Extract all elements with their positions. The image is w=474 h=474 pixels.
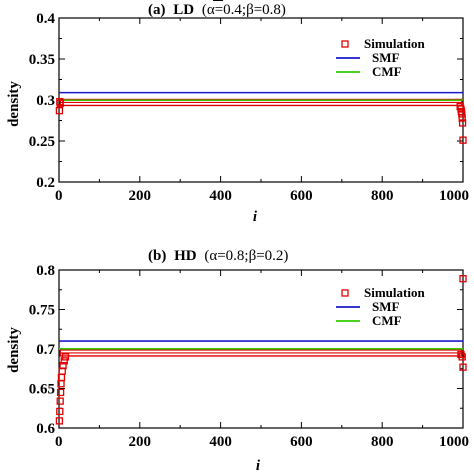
chart-b-xlabel: i [256, 458, 261, 474]
chart-b-legend-smf-label: SMF [372, 299, 400, 314]
chart-b-simulation-point [56, 388, 65, 397]
chart-a-title-phase: LD [173, 2, 194, 18]
chart-a-xtick-label: 400 [209, 188, 232, 204]
chart-a-ytick-label: 0.4 [36, 11, 55, 27]
chart-b-simulation-point [459, 363, 467, 371]
chart-b-legend-simulation-label: Simulation [364, 285, 425, 300]
chart-b-xtick-label: 200 [129, 434, 152, 450]
chart-b-ytick-label: 0.8 [36, 263, 55, 279]
chart-a-legend-smf-label: SMF [372, 50, 400, 65]
chart-b-simulation-point [60, 357, 68, 365]
chart-a-legend-simulation-label: Simulation [364, 36, 425, 51]
chart-b-legend-cmf-label: CMF [372, 313, 402, 328]
chart-a-xtick-label: 800 [371, 188, 394, 204]
chart-b-title: (b) HD (α=0.8;β=0.2) [148, 248, 288, 264]
chart-b-simulation-point [56, 397, 64, 405]
chart-b-xtick-label: 800 [371, 434, 394, 450]
chart-a-simulation-point [458, 110, 466, 118]
chart-a-legend-cmf-label: CMF [372, 64, 402, 79]
chart-a-ylabel: density [6, 81, 22, 127]
chart-a-ytick-label: 0.2 [36, 175, 55, 191]
chart-a-ytick-label: 0.35 [29, 52, 55, 68]
chart-a-simulation-point [55, 107, 64, 115]
chart-panel-a: (a) LD (α=0.4;β=0.8) density i 0.2 0.25 0.… [6, 0, 469, 225]
chart-b-ytick-label: 0.7 [36, 342, 55, 358]
chart-a-title: (a) LD (α=0.4;β=0.8) [148, 2, 286, 18]
chart-b-ytick-label: 0.75 [29, 303, 55, 319]
chart-a-xtick-label: 1000 [439, 188, 469, 204]
chart-b-xtick-label: 0 [55, 434, 63, 450]
chart-b-xtick-label: 400 [209, 434, 232, 450]
chart-b-title-phase: HD [174, 248, 197, 264]
chart-b-xtick-label: 600 [290, 434, 313, 450]
chart-b-simulation-point [55, 417, 64, 425]
chart-b-title-params: (α=0.8;β=0.2) [204, 248, 288, 264]
chart-a-legend-simulation-swatch [341, 40, 349, 48]
chart-a-title-params: (α=0.4;β=0.8) [202, 2, 286, 18]
chart-b-ytick-label: 0.65 [29, 382, 55, 398]
chart-b-simulation-point [458, 353, 466, 361]
chart-b-legend-simulation-swatch [341, 289, 349, 297]
chart-a-xtick-label: 0 [55, 188, 63, 204]
chart-a-simulation-point [459, 136, 467, 144]
chart-b-ytick-label: 0.6 [36, 421, 55, 437]
chart-b-simulation-point [56, 407, 64, 416]
chart-a-title-label: (a) [148, 2, 166, 18]
chart-b-xtick-label: 1000 [439, 434, 469, 450]
chart-a-xlabel: i [253, 209, 258, 225]
chart-a-ytick-label: 0.25 [29, 134, 55, 150]
chart-a-simulation-point [56, 99, 64, 107]
chart-b-ylabel: density [6, 327, 22, 373]
chart-b-simulation-point [59, 361, 67, 370]
chart-a-xtick-label: 600 [290, 188, 313, 204]
chart-a-simulation-point [458, 114, 466, 122]
chart-b-simulation-point [61, 353, 70, 361]
chart-b-simulation-point [459, 275, 467, 283]
chart-a-xtick-label: 200 [129, 188, 152, 204]
chart-a-ytick-label: 0.3 [36, 93, 55, 109]
chart-b-title-label: (b) [148, 248, 166, 264]
chart-panel-b: (b) HD (α=0.8;β=0.2) density i 0.6 0.65 0.… [6, 248, 469, 474]
chart-a-simulation-point [458, 119, 467, 127]
